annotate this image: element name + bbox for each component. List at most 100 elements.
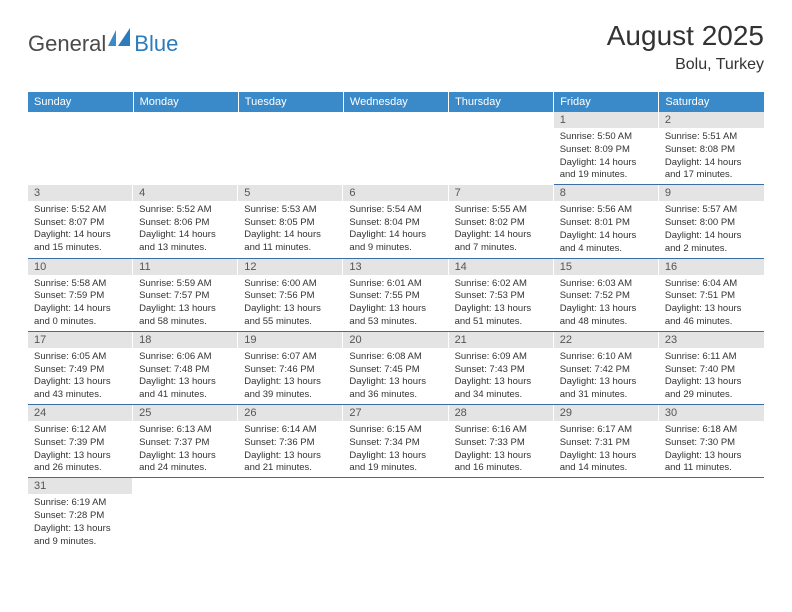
sunrise-text: Sunrise: 6:00 AM [244, 278, 337, 291]
sunset-text: Sunset: 8:05 PM [244, 217, 337, 230]
sunset-text: Sunset: 7:31 PM [560, 437, 653, 450]
day-number: 17 [28, 332, 133, 348]
sunrise-text: Sunrise: 6:17 AM [560, 424, 653, 437]
day-number: 10 [28, 259, 133, 275]
calendar-cell: 15Sunrise: 6:03 AMSunset: 7:52 PMDayligh… [554, 258, 659, 331]
calendar-cell: 19Sunrise: 6:07 AMSunset: 7:46 PMDayligh… [238, 331, 343, 404]
sunset-text: Sunset: 7:45 PM [349, 364, 442, 377]
day-detail: Sunrise: 6:16 AMSunset: 7:33 PMDaylight:… [449, 421, 554, 477]
calendar-cell: 3Sunrise: 5:52 AMSunset: 8:07 PMDaylight… [28, 185, 133, 258]
day-number: 18 [133, 332, 238, 348]
sunset-text: Sunset: 8:01 PM [560, 217, 653, 230]
calendar-cell: 25Sunrise: 6:13 AMSunset: 7:37 PMDayligh… [133, 405, 238, 478]
day-detail: Sunrise: 5:57 AMSunset: 8:00 PMDaylight:… [659, 201, 764, 257]
day-number-empty [343, 478, 448, 494]
day-number: 4 [133, 185, 238, 201]
day-detail: Sunrise: 6:05 AMSunset: 7:49 PMDaylight:… [28, 348, 133, 404]
day-detail: Sunrise: 6:15 AMSunset: 7:34 PMDaylight:… [343, 421, 448, 477]
sunrise-text: Sunrise: 5:52 AM [139, 204, 232, 217]
sunrise-text: Sunrise: 5:57 AM [665, 204, 758, 217]
logo-text-blue: Blue [134, 31, 178, 57]
day-detail: Sunrise: 5:51 AMSunset: 8:08 PMDaylight:… [659, 128, 764, 184]
sunrise-text: Sunrise: 6:03 AM [560, 278, 653, 291]
calendar-cell: 7Sunrise: 5:55 AMSunset: 8:02 PMDaylight… [449, 185, 554, 258]
weekday-header: Sunday [28, 92, 133, 112]
calendar-cell [28, 112, 133, 185]
day-number: 9 [659, 185, 764, 201]
sunrise-text: Sunrise: 5:54 AM [349, 204, 442, 217]
day-detail: Sunrise: 6:14 AMSunset: 7:36 PMDaylight:… [238, 421, 343, 477]
sunset-text: Sunset: 7:36 PM [244, 437, 337, 450]
calendar-cell: 17Sunrise: 6:05 AMSunset: 7:49 PMDayligh… [28, 331, 133, 404]
weekday-header: Monday [133, 92, 238, 112]
daylight-text: Daylight: 14 hours and 0 minutes. [34, 303, 127, 329]
day-number-empty [238, 478, 343, 494]
sunset-text: Sunset: 7:51 PM [665, 290, 758, 303]
day-detail: Sunrise: 6:04 AMSunset: 7:51 PMDaylight:… [659, 275, 764, 331]
day-detail: Sunrise: 5:58 AMSunset: 7:59 PMDaylight:… [28, 275, 133, 331]
daylight-text: Daylight: 13 hours and 34 minutes. [455, 376, 548, 402]
calendar-cell [238, 478, 343, 551]
day-detail: Sunrise: 6:01 AMSunset: 7:55 PMDaylight:… [343, 275, 448, 331]
sunset-text: Sunset: 7:49 PM [34, 364, 127, 377]
day-detail: Sunrise: 6:07 AMSunset: 7:46 PMDaylight:… [238, 348, 343, 404]
day-number: 19 [238, 332, 343, 348]
day-detail: Sunrise: 6:09 AMSunset: 7:43 PMDaylight:… [449, 348, 554, 404]
calendar-cell: 28Sunrise: 6:16 AMSunset: 7:33 PMDayligh… [449, 405, 554, 478]
calendar-cell: 29Sunrise: 6:17 AMSunset: 7:31 PMDayligh… [554, 405, 659, 478]
calendar-cell: 6Sunrise: 5:54 AMSunset: 8:04 PMDaylight… [343, 185, 448, 258]
sunset-text: Sunset: 8:00 PM [665, 217, 758, 230]
sunset-text: Sunset: 8:04 PM [349, 217, 442, 230]
day-detail: Sunrise: 6:03 AMSunset: 7:52 PMDaylight:… [554, 275, 659, 331]
sunset-text: Sunset: 8:06 PM [139, 217, 232, 230]
weekday-header: Friday [554, 92, 659, 112]
day-number: 30 [659, 405, 764, 421]
daylight-text: Daylight: 13 hours and 16 minutes. [455, 450, 548, 476]
calendar-cell [343, 112, 448, 185]
calendar-cell [133, 112, 238, 185]
calendar-cell: 22Sunrise: 6:10 AMSunset: 7:42 PMDayligh… [554, 331, 659, 404]
sunrise-text: Sunrise: 6:18 AM [665, 424, 758, 437]
sunrise-text: Sunrise: 5:50 AM [560, 131, 653, 144]
day-detail: Sunrise: 6:17 AMSunset: 7:31 PMDaylight:… [554, 421, 659, 477]
daylight-text: Daylight: 13 hours and 11 minutes. [665, 450, 758, 476]
sunset-text: Sunset: 7:46 PM [244, 364, 337, 377]
calendar-cell: 9Sunrise: 5:57 AMSunset: 8:00 PMDaylight… [659, 185, 764, 258]
sunset-text: Sunset: 7:33 PM [455, 437, 548, 450]
daylight-text: Daylight: 13 hours and 21 minutes. [244, 450, 337, 476]
calendar-cell: 23Sunrise: 6:11 AMSunset: 7:40 PMDayligh… [659, 331, 764, 404]
daylight-text: Daylight: 13 hours and 58 minutes. [139, 303, 232, 329]
day-detail: Sunrise: 6:10 AMSunset: 7:42 PMDaylight:… [554, 348, 659, 404]
day-number: 15 [554, 259, 659, 275]
calendar-cell [343, 478, 448, 551]
day-number: 20 [343, 332, 448, 348]
calendar-cell: 30Sunrise: 6:18 AMSunset: 7:30 PMDayligh… [659, 405, 764, 478]
day-number: 29 [554, 405, 659, 421]
sunset-text: Sunset: 7:59 PM [34, 290, 127, 303]
sunset-text: Sunset: 7:52 PM [560, 290, 653, 303]
day-number: 1 [554, 112, 659, 128]
page-title: August 2025 [607, 20, 764, 52]
weekday-header-row: Sunday Monday Tuesday Wednesday Thursday… [28, 92, 764, 112]
daylight-text: Daylight: 13 hours and 29 minutes. [665, 376, 758, 402]
sunset-text: Sunset: 7:37 PM [139, 437, 232, 450]
sunrise-text: Sunrise: 6:13 AM [139, 424, 232, 437]
daylight-text: Daylight: 13 hours and 19 minutes. [349, 450, 442, 476]
sunset-text: Sunset: 7:55 PM [349, 290, 442, 303]
calendar-cell: 26Sunrise: 6:14 AMSunset: 7:36 PMDayligh… [238, 405, 343, 478]
sunrise-text: Sunrise: 5:51 AM [665, 131, 758, 144]
day-number-empty [238, 112, 343, 128]
weekday-header: Saturday [659, 92, 764, 112]
sunset-text: Sunset: 7:43 PM [455, 364, 548, 377]
daylight-text: Daylight: 14 hours and 9 minutes. [349, 229, 442, 255]
calendar-cell [554, 478, 659, 551]
calendar-cell: 2Sunrise: 5:51 AMSunset: 8:08 PMDaylight… [659, 112, 764, 185]
calendar-cell: 1Sunrise: 5:50 AMSunset: 8:09 PMDaylight… [554, 112, 659, 185]
day-number: 27 [343, 405, 448, 421]
day-number-empty [449, 112, 554, 128]
calendar-cell: 20Sunrise: 6:08 AMSunset: 7:45 PMDayligh… [343, 331, 448, 404]
sunrise-text: Sunrise: 6:12 AM [34, 424, 127, 437]
sunrise-text: Sunrise: 5:59 AM [139, 278, 232, 291]
sunset-text: Sunset: 8:07 PM [34, 217, 127, 230]
sunset-text: Sunset: 8:09 PM [560, 144, 653, 157]
